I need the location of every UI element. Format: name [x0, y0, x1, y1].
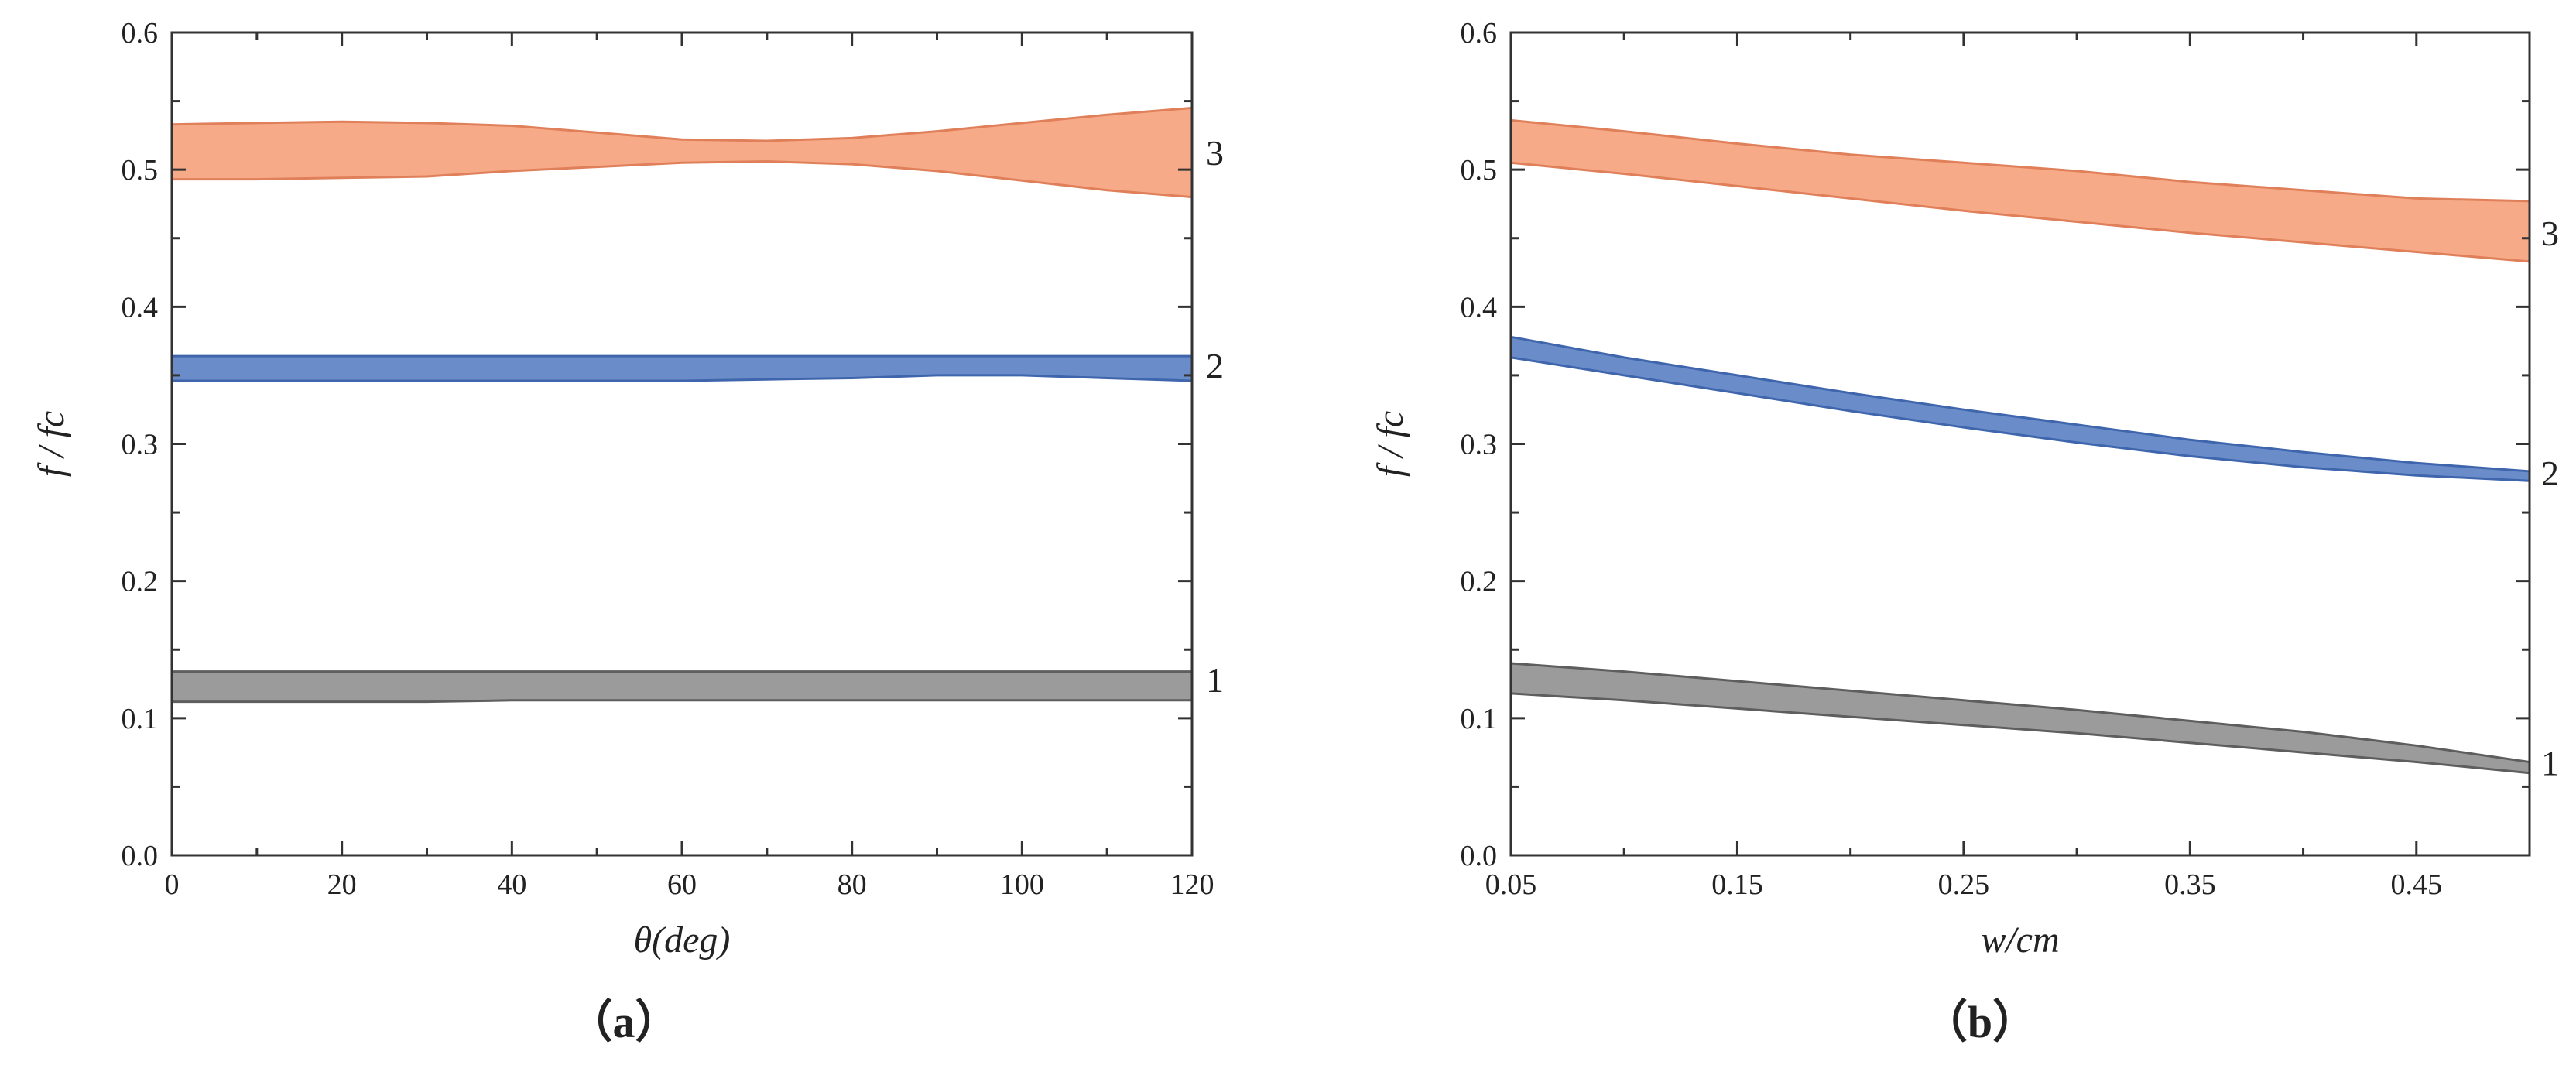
- band-label-2: 2: [1206, 346, 1224, 385]
- x-tick-label: 100: [1000, 868, 1044, 901]
- band-label-1: 1: [2541, 744, 2559, 783]
- x-tick-label: 40: [497, 868, 526, 901]
- panel-a-chart: 0.0 0.1 0.2 0.3 0.4 0.5 0.6 0 20 40 60 80 100 120 1 2 3 θ…: [31, 17, 1224, 1047]
- band-1: [1509, 662, 2531, 775]
- band-2: [170, 354, 1194, 382]
- x-axis-title: θ(deg): [634, 920, 731, 961]
- band-label-2: 2: [2541, 454, 2559, 493]
- x-tick-label: 0.15: [1711, 868, 1763, 901]
- band-label-1: 1: [1206, 660, 1224, 700]
- y-tick-label: 0.1: [1461, 703, 1498, 735]
- x-tick-label: 0: [165, 868, 180, 901]
- y-tick-label: 0.6: [1461, 17, 1498, 50]
- band-3: [1509, 118, 2531, 263]
- x-tick-label: 0.35: [2164, 868, 2216, 901]
- x-tick-label: 0.05: [1485, 868, 1537, 901]
- y-tick-label: 0.2: [1461, 566, 1498, 598]
- x-axis-title: w/cm: [1981, 920, 2059, 961]
- band-label-3: 3: [1206, 133, 1224, 173]
- band-1: [170, 670, 1194, 704]
- y-axis-title: f / fc: [31, 411, 72, 477]
- band-2: [1509, 335, 2531, 482]
- x-tick-label: 80: [838, 868, 867, 901]
- band-label-3: 3: [2541, 214, 2559, 253]
- panel-b-chart: 0.0 0.1 0.2 0.3 0.4 0.5 0.6 0.05 0.15 0.25 0.35 0.4…: [1370, 17, 2559, 1047]
- y-tick-label: 0.6: [122, 17, 159, 50]
- y-tick-label: 0.1: [122, 703, 159, 735]
- panel-caption: （a）: [567, 997, 680, 1047]
- y-tick-label: 0.4: [122, 291, 159, 324]
- y-tick-label: 0.5: [122, 154, 159, 187]
- y-tick-label: 0.0: [122, 840, 159, 872]
- y-tick-label: 0.2: [122, 566, 159, 598]
- panel-caption: （b）: [1923, 997, 2037, 1047]
- x-tick-label: 0.25: [1938, 868, 1990, 901]
- band-3: [170, 106, 1194, 199]
- y-tick-label: 0.5: [1461, 154, 1498, 187]
- y-tick-label: 0.3: [122, 429, 159, 461]
- y-tick-label: 0.4: [1461, 291, 1498, 324]
- y-tick-label: 0.3: [1461, 429, 1498, 461]
- x-tick-label: 0.45: [2391, 868, 2443, 901]
- y-axis-title: f / fc: [1370, 411, 1411, 477]
- x-tick-label: 60: [667, 868, 697, 901]
- y-tick-label: 0.0: [1461, 840, 1498, 872]
- x-tick-label: 120: [1170, 868, 1214, 901]
- x-tick-label: 20: [327, 868, 357, 901]
